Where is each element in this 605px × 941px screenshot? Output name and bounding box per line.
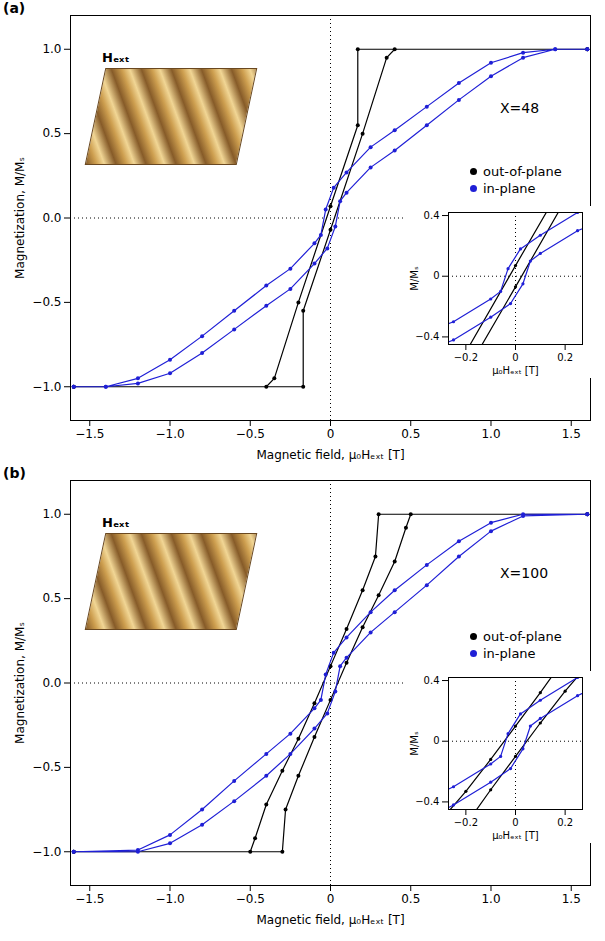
svg-text:−1.0: −1.0 bbox=[155, 427, 184, 441]
svg-text:0.4: 0.4 bbox=[424, 675, 440, 686]
svg-text:0.5: 0.5 bbox=[42, 591, 61, 605]
html-text:(b): (b) bbox=[3, 465, 26, 481]
svg-text:−0.5: −0.5 bbox=[236, 427, 265, 441]
svg-text:Magnetization, M/Mₛ: Magnetization, M/Mₛ bbox=[13, 157, 27, 279]
svg-text:0.4: 0.4 bbox=[424, 210, 440, 221]
svg-text:−0.2: −0.2 bbox=[454, 352, 478, 363]
html-text:out-of-plane: out-of-plane bbox=[483, 629, 562, 644]
svg-text:μ₀Hₑₓₜ [T]: μ₀Hₑₓₜ [T] bbox=[492, 830, 539, 841]
html-text:(a): (a) bbox=[3, 0, 26, 16]
svg-text:−0.5: −0.5 bbox=[32, 760, 61, 774]
svg-text:0.5: 0.5 bbox=[42, 126, 61, 140]
html-text:in-plane: in-plane bbox=[483, 181, 536, 196]
html-text:in-plane: in-plane bbox=[483, 646, 536, 661]
svg-text:0.0: 0.0 bbox=[42, 676, 61, 690]
svg-text:0: 0 bbox=[433, 270, 439, 281]
svg-text:−1.5: −1.5 bbox=[75, 892, 104, 906]
svg-text:M/Mₛ: M/Mₛ bbox=[409, 731, 420, 756]
svg-text:Magnetic field, μ₀Hₑₓₜ [T]: Magnetic field, μ₀Hₑₓₜ [T] bbox=[256, 913, 404, 927]
svg-text:0.0: 0.0 bbox=[42, 211, 61, 225]
svg-text:μ₀Hₑₓₜ [T]: μ₀Hₑₓₜ [T] bbox=[492, 365, 539, 376]
html-text:X=48: X=48 bbox=[500, 100, 540, 116]
svg-text:−1.0: −1.0 bbox=[155, 892, 184, 906]
svg-text:1.0: 1.0 bbox=[481, 892, 500, 906]
svg-text:0: 0 bbox=[512, 817, 518, 828]
svg-text:0: 0 bbox=[433, 735, 439, 746]
svg-text:−0.4: −0.4 bbox=[415, 331, 439, 342]
html-text:Hₑₓₜ: Hₑₓₜ bbox=[102, 50, 130, 65]
svg-text:M/Mₛ: M/Mₛ bbox=[409, 266, 420, 291]
svg-text:1.0: 1.0 bbox=[42, 507, 61, 521]
svg-text:Magnetic field, μ₀Hₑₓₜ [T]: Magnetic field, μ₀Hₑₓₜ [T] bbox=[256, 448, 404, 462]
svg-text:Magnetization, M/Mₛ: Magnetization, M/Mₛ bbox=[13, 622, 27, 744]
svg-text:−1.0: −1.0 bbox=[32, 380, 61, 394]
svg-text:0.5: 0.5 bbox=[401, 892, 420, 906]
svg-text:0: 0 bbox=[327, 427, 335, 441]
svg-text:1.5: 1.5 bbox=[562, 427, 581, 441]
svg-text:1.0: 1.0 bbox=[42, 42, 61, 56]
svg-text:0: 0 bbox=[512, 352, 518, 363]
svg-text:0.2: 0.2 bbox=[557, 817, 573, 828]
svg-text:0.2: 0.2 bbox=[557, 352, 573, 363]
svg-text:0: 0 bbox=[327, 892, 335, 906]
svg-text:−0.4: −0.4 bbox=[415, 796, 439, 807]
html-text:X=100: X=100 bbox=[500, 565, 548, 581]
svg-text:1.5: 1.5 bbox=[562, 892, 581, 906]
html-text:Hₑₓₜ: Hₑₓₜ bbox=[102, 515, 130, 530]
svg-text:0.5: 0.5 bbox=[401, 427, 420, 441]
svg-text:−1.0: −1.0 bbox=[32, 845, 61, 859]
svg-text:−0.2: −0.2 bbox=[454, 817, 478, 828]
svg-text:−0.5: −0.5 bbox=[236, 892, 265, 906]
svg-text:−1.5: −1.5 bbox=[75, 427, 104, 441]
html-text:out-of-plane: out-of-plane bbox=[483, 164, 562, 179]
svg-text:−0.5: −0.5 bbox=[32, 295, 61, 309]
svg-text:1.0: 1.0 bbox=[481, 427, 500, 441]
